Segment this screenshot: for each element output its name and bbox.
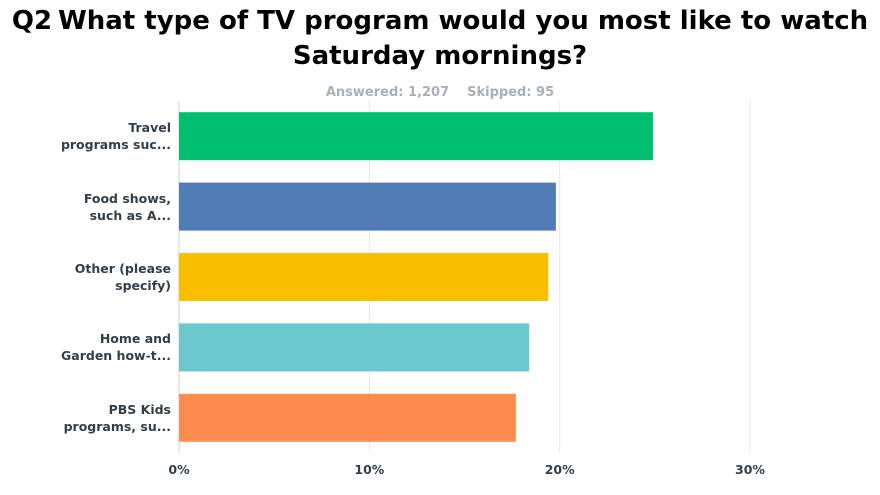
category-label-line: specify)	[115, 278, 171, 293]
bar-5[interactable]	[179, 393, 516, 442]
category-label-3: Other (please specify)	[11, 260, 171, 294]
x-tick-label: 30%	[735, 462, 765, 477]
category-label-line: Travel	[128, 120, 171, 136]
response-stats: Answered: 1,207 Skipped: 95	[0, 85, 880, 100]
category-label-2: Food shows, such as A...	[11, 190, 171, 224]
x-tick-label: 10%	[354, 462, 385, 477]
answered-count: Answered: 1,207	[325, 85, 450, 100]
category-label-4: Home and Garden how-t...	[11, 330, 171, 364]
category-label-line: programs suc...	[60, 137, 171, 153]
bar-3[interactable]	[179, 253, 549, 301]
category-label-line: Food shows,	[83, 190, 171, 206]
question-number: Q2	[11, 6, 53, 36]
category-label-line: such as A...	[89, 207, 171, 223]
skipped-count: Skipped: 95	[467, 85, 555, 100]
x-tick-label: 0%	[168, 462, 190, 477]
question-text: What type of TV program would you most l…	[58, 6, 869, 71]
bar-2[interactable]	[179, 182, 556, 231]
bar-4[interactable]	[179, 323, 530, 372]
bar-1[interactable]	[179, 112, 653, 161]
category-label-line: programs, su...	[63, 418, 171, 434]
category-label-line: Home and	[99, 331, 171, 347]
category-label-5: PBS Kids programs, su...	[11, 401, 171, 435]
category-label-line: PBS Kids	[108, 401, 171, 417]
category-label-line: Other (please	[74, 261, 171, 276]
x-tick-label: 20%	[544, 462, 575, 477]
chart-title: Q2 What type of TV program would you most…	[0, 4, 880, 74]
category-label-line: Garden how-t...	[61, 348, 171, 364]
category-label-1: Travel programs suc...	[11, 119, 171, 153]
